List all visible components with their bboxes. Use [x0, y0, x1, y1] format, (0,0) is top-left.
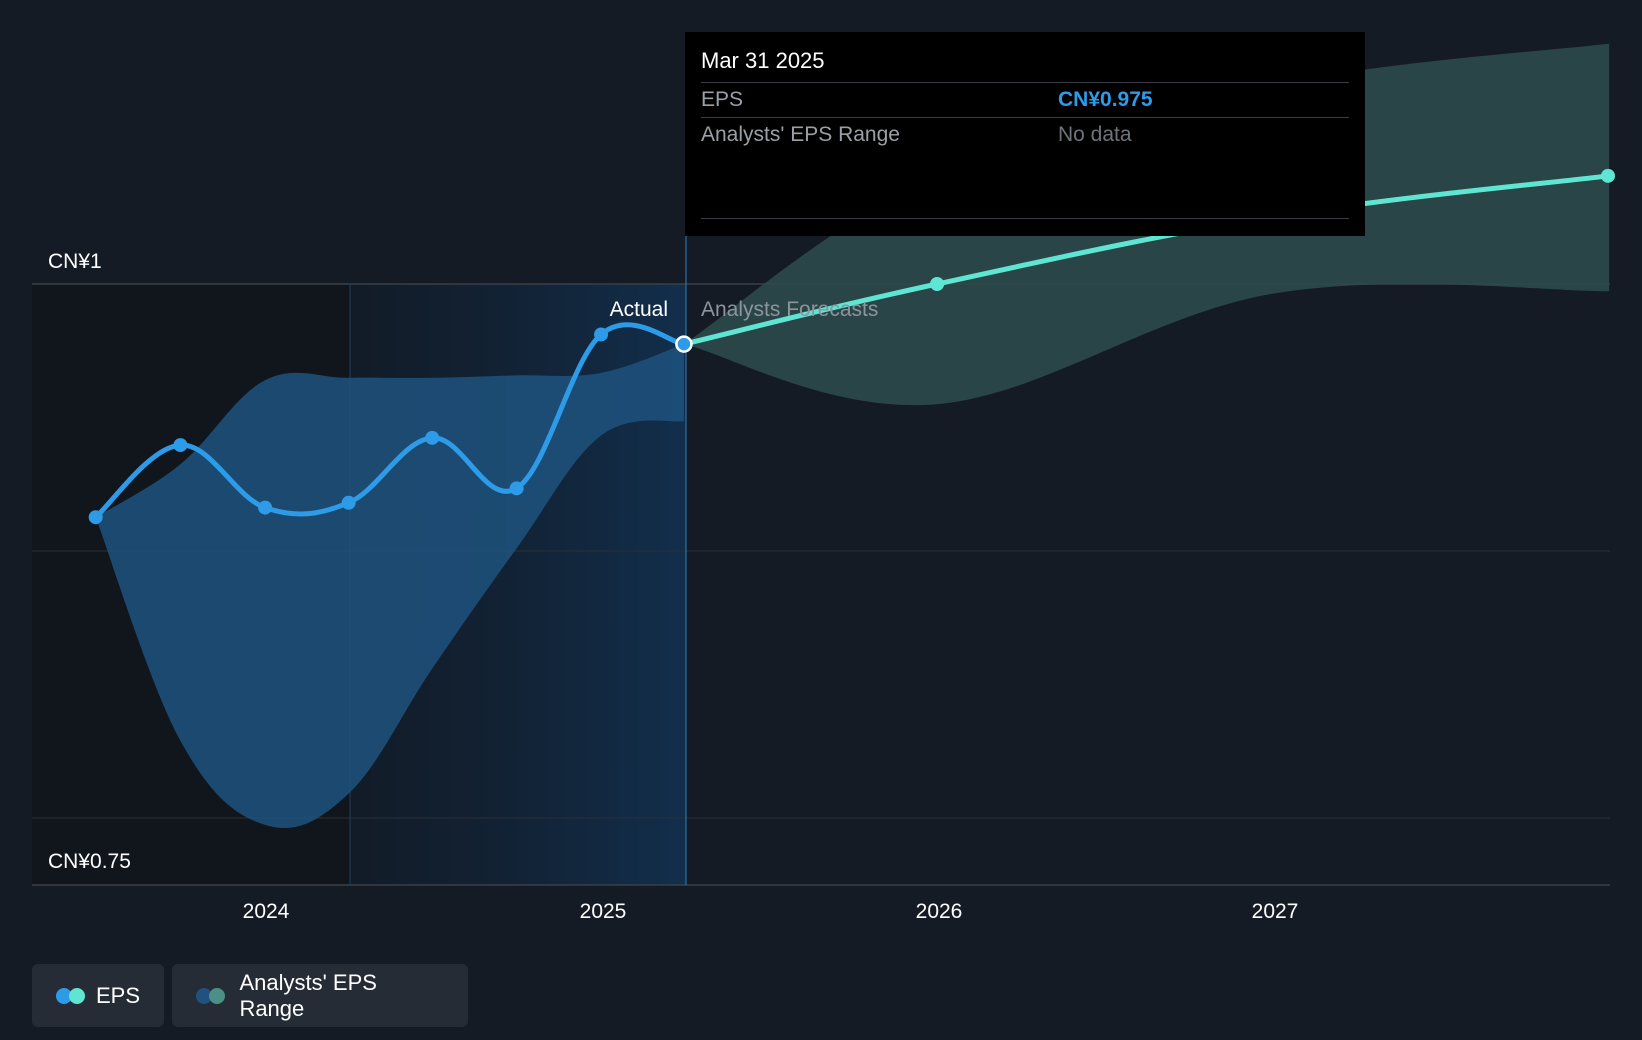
eps-actual-point	[594, 327, 609, 342]
eps-points	[88, 168, 1615, 525]
legend-item-analysts-range[interactable]: Analysts' EPS Range	[172, 964, 468, 1027]
legend-item-eps[interactable]: EPS	[32, 964, 164, 1027]
x-tick-label-2026: 2026	[916, 900, 963, 923]
eps-point-selected	[675, 335, 693, 353]
x-tick-label-2027: 2027	[1252, 900, 1299, 923]
tooltip: Mar 31 2025 EPS CN¥0.975 Analysts' EPS R…	[685, 32, 1365, 236]
eps-forecast-point	[1601, 168, 1615, 183]
eps-actual-line	[93, 322, 687, 520]
tooltip-range-value: No data	[1058, 123, 1132, 146]
eps-actual-point	[425, 430, 440, 445]
x-tick-label-2025: 2025	[580, 900, 627, 923]
eps-actual-point	[341, 495, 356, 510]
eps-legend-icon	[56, 987, 85, 1004]
tooltip-range-row: Analysts' EPS Range No data	[701, 118, 1349, 152]
legend-range-label: Analysts' EPS Range	[239, 969, 377, 1021]
tooltip-date: Mar 31 2025	[701, 46, 1349, 83]
tooltip-eps-row: EPS CN¥0.975	[701, 83, 1349, 118]
range-legend-icon	[196, 987, 225, 1004]
y-axis-label-top: CN¥1	[48, 250, 102, 273]
tooltip-range-label: Analysts' EPS Range	[701, 123, 900, 146]
tooltip-divider	[701, 218, 1349, 219]
eps-actual-point	[88, 510, 103, 525]
tooltip-eps-value: CN¥0.975	[1058, 88, 1153, 111]
eps-actual-point	[509, 481, 524, 496]
eps-actual-point	[173, 438, 188, 453]
eps-forecast-line	[681, 173, 1612, 347]
section-label-actual: Actual	[610, 298, 668, 321]
y-axis-label-bottom: CN¥0.75	[48, 850, 131, 873]
legend-eps-label: EPS	[95, 982, 140, 1008]
tooltip-eps-label: EPS	[701, 88, 744, 111]
section-label-forecast: Analysts Forecasts	[701, 298, 878, 321]
x-tick-label-2024: 2024	[243, 900, 290, 923]
eps-actual-point	[258, 500, 273, 515]
eps-forecast-point	[930, 277, 945, 291]
